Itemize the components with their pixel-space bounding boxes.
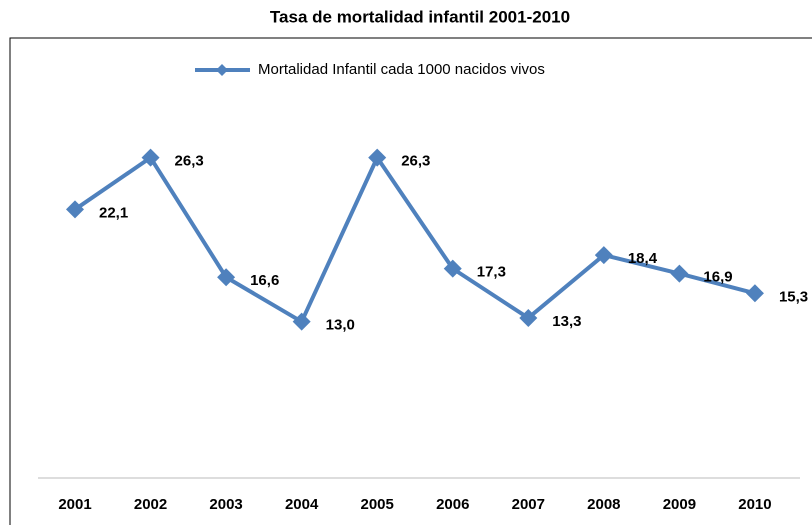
x-tick-label: 2007 (512, 496, 545, 513)
chart-title: Tasa de mortalidad infantil 2001-2010 (270, 7, 570, 26)
data-point (519, 308, 538, 327)
x-tick-label: 2009 (663, 496, 696, 513)
data-point (745, 284, 764, 303)
x-tick-label: 2001 (58, 496, 91, 513)
x-tick-label: 2008 (587, 496, 620, 513)
x-tick-label: 2003 (209, 496, 242, 513)
x-tick-label: 2010 (738, 496, 771, 513)
x-tick-label: 2006 (436, 496, 469, 513)
data-point (670, 264, 689, 283)
data-label: 18,4 (628, 250, 658, 267)
data-label: 15,3 (779, 288, 808, 305)
data-label: 22,1 (99, 204, 128, 221)
data-label: 16,6 (250, 272, 279, 289)
legend-label: Mortalidad Infantil cada 1000 nacidos vi… (258, 61, 545, 78)
x-tick-label: 2002 (134, 496, 167, 513)
data-label: 13,0 (326, 317, 355, 334)
legend-marker (216, 64, 228, 76)
data-label: 26,3 (175, 153, 204, 170)
series-line (73, 155, 756, 324)
data-label: 26,3 (401, 153, 430, 170)
data-point (368, 148, 387, 167)
data-label: 13,3 (552, 313, 581, 330)
data-point (292, 312, 311, 331)
data-point (66, 200, 84, 219)
data-point (217, 268, 236, 287)
data-point (594, 246, 613, 265)
data-label: 16,9 (703, 269, 732, 286)
x-tick-label: 2005 (361, 496, 394, 513)
chart-frame (9, 37, 812, 525)
data-point (443, 259, 462, 278)
data-point (141, 148, 160, 167)
data-label: 17,3 (477, 264, 506, 281)
x-tick-label: 2004 (285, 496, 319, 513)
